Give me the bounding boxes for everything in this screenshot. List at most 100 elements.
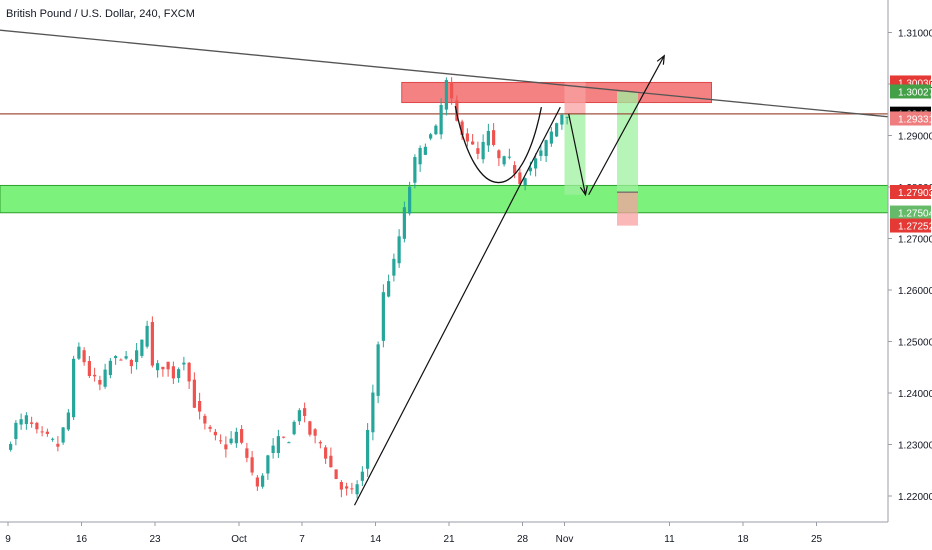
candle-body bbox=[192, 379, 196, 408]
candle-body bbox=[339, 482, 343, 490]
price-tick-label: 1.22000 bbox=[898, 492, 932, 503]
time-tick-label: Oct bbox=[231, 534, 247, 545]
candle-body bbox=[513, 165, 517, 174]
candle-body bbox=[318, 442, 322, 444]
price-tag bbox=[890, 184, 931, 199]
candle-body bbox=[203, 415, 207, 424]
candle-body bbox=[303, 408, 307, 416]
candle-body bbox=[313, 429, 317, 436]
candle-body bbox=[528, 167, 532, 172]
price-tick-label: 1.31000 bbox=[898, 29, 932, 40]
candle-body bbox=[523, 178, 527, 186]
candle-body bbox=[402, 207, 406, 239]
candle-body bbox=[72, 358, 76, 418]
candle-body bbox=[397, 236, 401, 264]
candle-body bbox=[392, 258, 396, 276]
candle-body bbox=[166, 361, 170, 370]
candle-body bbox=[486, 130, 490, 146]
candle-body bbox=[266, 455, 270, 474]
candle-body bbox=[255, 477, 259, 487]
candle-body bbox=[565, 116, 569, 118]
candle-body bbox=[77, 346, 81, 359]
candle-body bbox=[534, 158, 538, 169]
position-target-zone bbox=[617, 91, 638, 193]
candle-body bbox=[381, 292, 385, 341]
candle-body bbox=[282, 436, 286, 438]
time-axis-background bbox=[0, 522, 888, 550]
candle-body bbox=[418, 147, 422, 165]
candle-body bbox=[140, 339, 144, 356]
price-tick-label: 1.26000 bbox=[898, 286, 932, 297]
projection-arrow-head bbox=[656, 54, 665, 65]
price-tag-label: 1.30030 bbox=[898, 78, 932, 89]
candle-body bbox=[455, 100, 459, 121]
candle-body bbox=[161, 366, 165, 370]
position-stop-zone bbox=[617, 192, 638, 226]
price-tag bbox=[890, 84, 931, 99]
candle-body bbox=[19, 419, 23, 425]
candle-body bbox=[87, 361, 91, 377]
candle-body bbox=[108, 360, 112, 376]
candle-body bbox=[45, 431, 49, 434]
candle-body bbox=[287, 442, 291, 444]
candle-body bbox=[292, 421, 296, 435]
candle-body bbox=[145, 325, 149, 347]
candle-body bbox=[465, 133, 469, 142]
candle-body bbox=[507, 156, 511, 158]
candle-body bbox=[182, 362, 186, 365]
candle-body bbox=[61, 427, 65, 443]
candle-body bbox=[497, 150, 501, 159]
candle-body bbox=[103, 369, 107, 387]
candle-body bbox=[124, 356, 128, 359]
candle-body bbox=[66, 412, 70, 430]
candle-body bbox=[250, 457, 254, 473]
price-tag-label: 1.30027 bbox=[898, 87, 932, 98]
candle-body bbox=[429, 134, 433, 139]
candle-body bbox=[177, 369, 181, 379]
candle-body bbox=[213, 431, 217, 436]
time-tick-label: 16 bbox=[76, 534, 88, 545]
candle-body bbox=[555, 123, 559, 137]
candle-body bbox=[444, 80, 448, 110]
candle-body bbox=[297, 410, 301, 422]
position-target-zone bbox=[564, 113, 586, 195]
price-tag-label: 1.29331 bbox=[898, 114, 932, 125]
candle-body bbox=[56, 443, 60, 447]
candle-body bbox=[219, 440, 223, 442]
time-tick-label: 25 bbox=[811, 534, 823, 545]
price-tick-label: 1.29000 bbox=[898, 132, 932, 143]
price-tag bbox=[890, 111, 931, 126]
price-tag bbox=[890, 218, 931, 233]
cup-pattern-curve bbox=[454, 106, 543, 184]
time-tick-label: 18 bbox=[737, 534, 749, 545]
candle-body bbox=[360, 471, 364, 481]
candle-body bbox=[135, 350, 139, 363]
candle-body bbox=[471, 141, 475, 145]
candle-body bbox=[98, 379, 102, 385]
price-tag-label: 1.27903 bbox=[898, 188, 932, 199]
candle-body bbox=[240, 429, 244, 443]
candle-body bbox=[324, 447, 328, 459]
candle-body bbox=[366, 430, 370, 469]
candle-body bbox=[355, 484, 359, 495]
candle-body bbox=[460, 121, 464, 136]
candle-body bbox=[234, 431, 238, 444]
candle-body bbox=[413, 157, 417, 183]
candle-body bbox=[229, 438, 233, 444]
time-tick-label: Nov bbox=[556, 534, 574, 545]
candle-body bbox=[276, 436, 280, 454]
candle-body bbox=[82, 350, 86, 363]
candle-body bbox=[329, 455, 333, 468]
candle-body bbox=[350, 488, 354, 490]
candle-body bbox=[9, 443, 13, 450]
time-tick-label: 21 bbox=[443, 534, 455, 545]
resistance-zone bbox=[401, 81, 712, 104]
candle-body bbox=[14, 422, 18, 440]
candle-body bbox=[129, 359, 133, 367]
chart-title: British Pound / U.S. Dollar, 240, FXCM bbox=[6, 8, 195, 20]
projection-arrow-line bbox=[568, 113, 587, 195]
resistance-trend-line bbox=[0, 29, 891, 118]
candle-body bbox=[245, 448, 249, 458]
time-tick-label: 7 bbox=[299, 534, 305, 545]
